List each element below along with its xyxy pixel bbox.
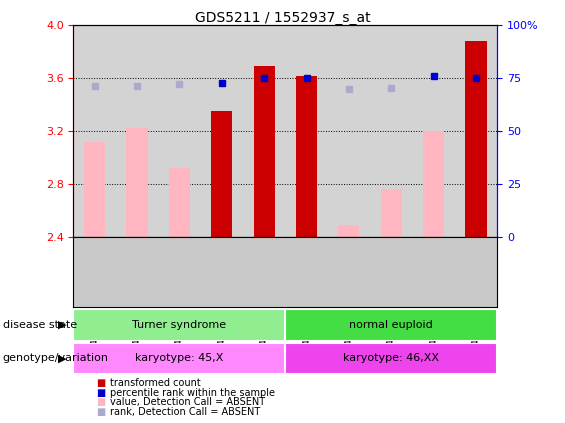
Text: Turner syndrome: Turner syndrome: [132, 320, 227, 330]
Text: karyotype: 46,XX: karyotype: 46,XX: [344, 354, 439, 363]
Text: ■: ■: [96, 387, 105, 398]
Bar: [169, 168, 190, 237]
Text: percentile rank within the sample: percentile rank within the sample: [110, 387, 275, 398]
Text: normal euploid: normal euploid: [349, 320, 433, 330]
Bar: [296, 76, 317, 237]
Text: ▶: ▶: [58, 354, 67, 363]
Text: disease state: disease state: [3, 320, 77, 330]
Text: karyotype: 45,X: karyotype: 45,X: [135, 354, 224, 363]
Bar: [211, 111, 232, 237]
Bar: [338, 225, 359, 237]
Text: ▶: ▶: [58, 320, 67, 330]
Text: GDS5211 / 1552937_s_at: GDS5211 / 1552937_s_at: [195, 11, 370, 25]
Text: transformed count: transformed count: [110, 378, 201, 388]
Bar: [423, 131, 444, 237]
Text: genotype/variation: genotype/variation: [3, 354, 109, 363]
Bar: [466, 41, 486, 237]
Bar: [84, 142, 105, 237]
Bar: [285, 343, 497, 374]
Bar: [285, 309, 497, 341]
Bar: [127, 129, 147, 237]
Bar: [254, 66, 275, 237]
Text: ■: ■: [96, 407, 105, 417]
Bar: [73, 309, 285, 341]
Text: ■: ■: [96, 397, 105, 407]
Text: rank, Detection Call = ABSENT: rank, Detection Call = ABSENT: [110, 407, 260, 417]
Bar: [381, 190, 402, 237]
Text: ■: ■: [96, 378, 105, 388]
Text: value, Detection Call = ABSENT: value, Detection Call = ABSENT: [110, 397, 266, 407]
Bar: [73, 343, 285, 374]
